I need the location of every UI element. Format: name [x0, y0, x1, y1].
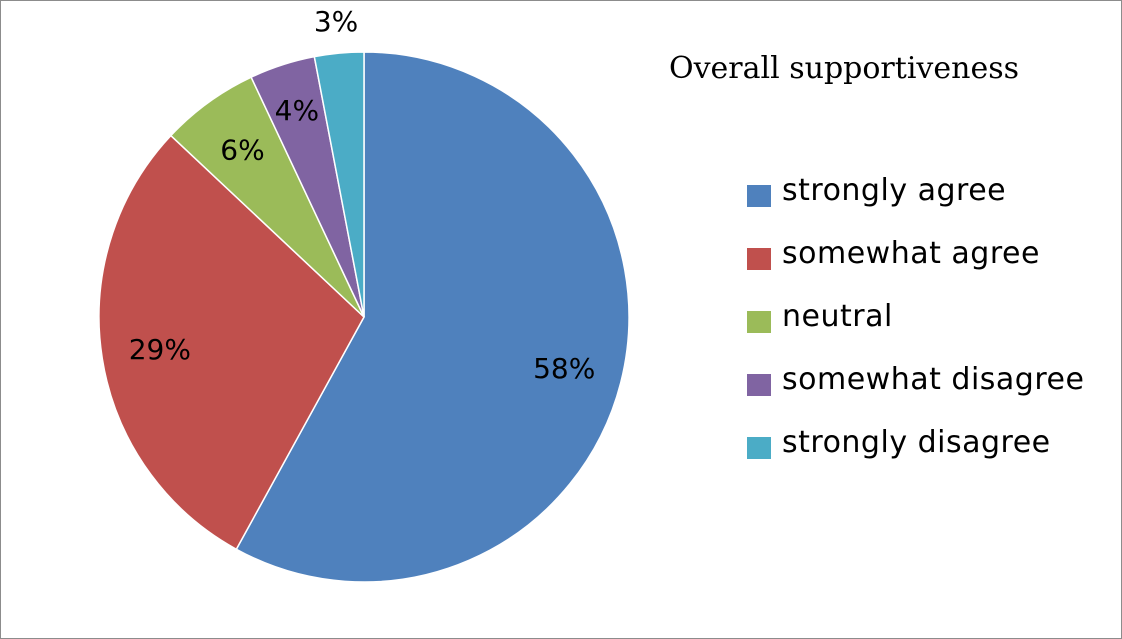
- legend-label-somewhat-agree: somewhat agree: [782, 236, 1040, 271]
- data-label-somewhat-disagree: 4%: [275, 94, 319, 127]
- data-label-somewhat-agree: 29%: [129, 333, 191, 366]
- legend-label-strongly-agree: strongly agree: [782, 173, 1007, 208]
- legend-label-neutral: neutral: [782, 299, 893, 334]
- legend-label-strongly-disagree: strongly disagree: [782, 425, 1051, 460]
- legend-swatch-somewhat-disagree: [747, 374, 771, 396]
- data-label-neutral: 6%: [220, 133, 264, 166]
- pie-slice-somewhat-agree: [98, 134, 365, 551]
- legend-swatch-neutral: [747, 311, 771, 333]
- data-label-strongly-disagree: 3%: [314, 5, 358, 38]
- chart-title: Overall supportiveness: [669, 51, 1019, 86]
- legend-swatch-strongly-agree: [747, 185, 771, 207]
- data-label-strongly-agree: 58%: [533, 352, 595, 385]
- pie-slice-strongly-agree: [235, 51, 630, 583]
- legend-swatch-somewhat-agree: [747, 248, 771, 270]
- legend-swatch-strongly-disagree: [747, 437, 771, 459]
- pie-slice-strongly-disagree: [313, 51, 365, 318]
- legend-label-somewhat-disagree: somewhat disagree: [782, 362, 1085, 397]
